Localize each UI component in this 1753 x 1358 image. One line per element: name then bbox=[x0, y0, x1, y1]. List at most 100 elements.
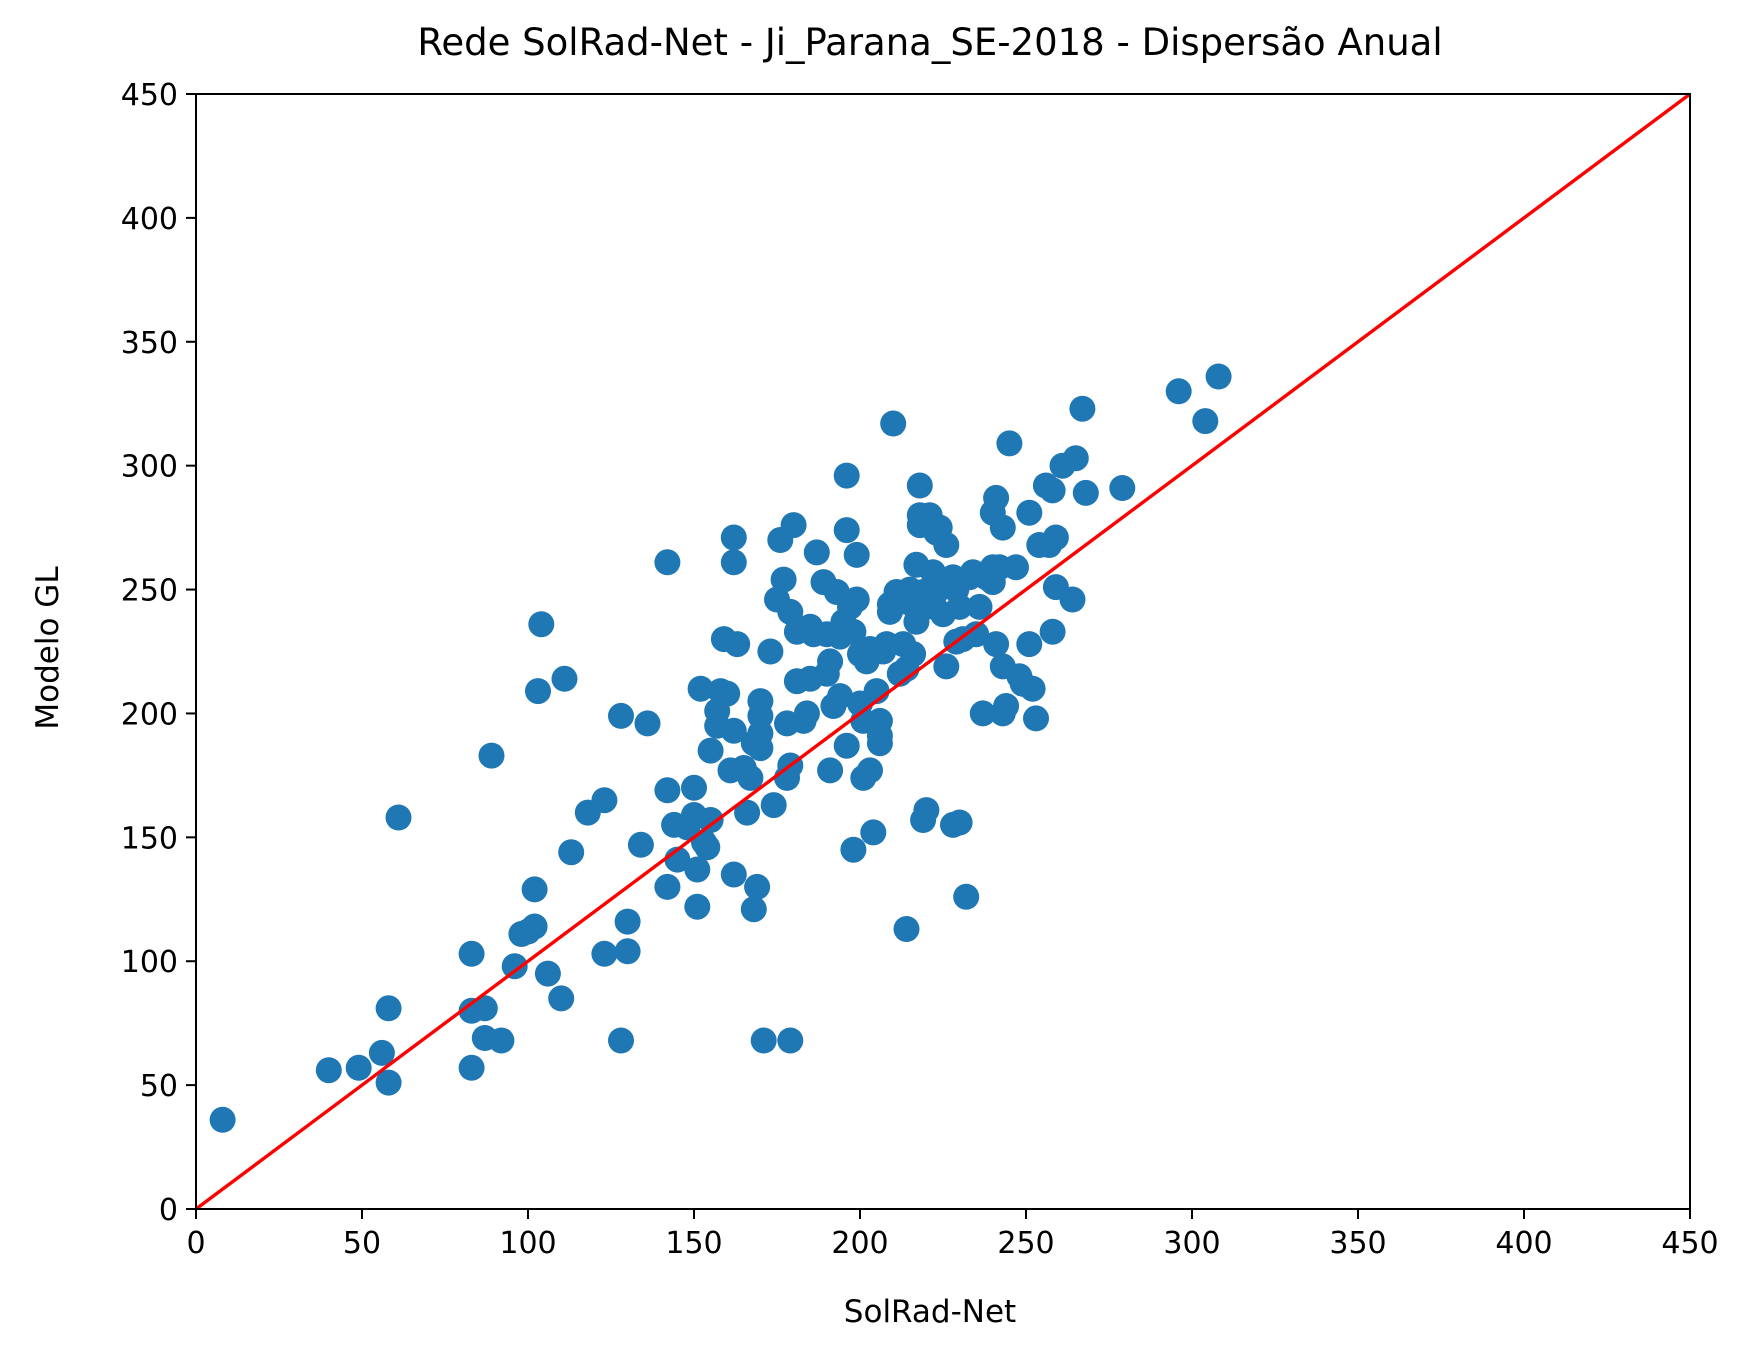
data-point bbox=[747, 735, 774, 762]
data-point bbox=[760, 792, 787, 819]
data-point bbox=[1059, 586, 1086, 613]
data-point bbox=[1192, 408, 1219, 435]
data-point bbox=[1019, 675, 1046, 702]
data-point bbox=[684, 856, 711, 883]
x-tick-label: 200 bbox=[831, 1226, 888, 1261]
data-point bbox=[478, 742, 505, 769]
data-point bbox=[684, 893, 711, 920]
data-point bbox=[933, 532, 960, 558]
data-point bbox=[720, 717, 747, 744]
data-point bbox=[694, 834, 721, 861]
data-point bbox=[614, 908, 641, 935]
data-point bbox=[840, 618, 867, 645]
data-point bbox=[777, 598, 804, 625]
data-point bbox=[385, 804, 412, 831]
y-tick-label: 0 bbox=[159, 1193, 178, 1228]
data-point bbox=[608, 702, 634, 729]
data-point bbox=[591, 940, 618, 967]
data-point bbox=[803, 539, 830, 566]
data-point bbox=[780, 512, 807, 539]
data-point bbox=[770, 566, 797, 593]
x-tick-label: 50 bbox=[343, 1226, 381, 1261]
data-point bbox=[634, 710, 661, 737]
data-point bbox=[893, 916, 920, 942]
data-point bbox=[681, 774, 707, 801]
data-point bbox=[714, 680, 741, 707]
x-tick-label: 250 bbox=[997, 1226, 1054, 1261]
data-point bbox=[528, 611, 555, 638]
data-point bbox=[375, 995, 402, 1022]
data-point bbox=[866, 722, 893, 749]
y-tick-label: 300 bbox=[121, 450, 178, 485]
data-point bbox=[627, 831, 654, 858]
data-point bbox=[521, 913, 548, 940]
data-point bbox=[833, 462, 860, 489]
data-point bbox=[1109, 475, 1136, 501]
data-point bbox=[375, 1069, 402, 1096]
data-point bbox=[608, 1027, 634, 1054]
data-point bbox=[315, 1057, 342, 1084]
x-tick-label: 450 bbox=[1661, 1226, 1718, 1261]
data-point bbox=[827, 683, 854, 710]
data-point bbox=[1039, 618, 1066, 645]
x-axis-title: SolRad-Net bbox=[844, 1294, 1016, 1330]
x-tick-label: 0 bbox=[186, 1226, 205, 1261]
data-point bbox=[614, 938, 641, 965]
data-point bbox=[900, 641, 927, 667]
data-point bbox=[734, 799, 761, 826]
data-point bbox=[458, 1054, 485, 1081]
y-tick-label: 100 bbox=[121, 945, 178, 980]
data-point bbox=[843, 541, 870, 568]
data-point bbox=[209, 1106, 236, 1133]
data-point bbox=[880, 410, 907, 437]
data-point bbox=[946, 593, 973, 620]
plot-frame bbox=[195, 93, 1691, 1210]
data-point bbox=[687, 675, 714, 702]
data-point bbox=[833, 732, 860, 759]
data-point bbox=[840, 836, 867, 863]
data-point bbox=[720, 549, 747, 576]
data-point bbox=[969, 700, 996, 727]
data-point bbox=[993, 693, 1020, 719]
data-point bbox=[860, 819, 887, 846]
data-point bbox=[654, 873, 681, 900]
data-point bbox=[558, 839, 585, 866]
data-point bbox=[744, 873, 771, 900]
data-point bbox=[720, 524, 747, 551]
data-point bbox=[720, 861, 747, 888]
y-tick-label: 250 bbox=[121, 574, 178, 609]
data-point bbox=[817, 648, 844, 675]
data-point bbox=[521, 876, 548, 903]
data-point bbox=[983, 631, 1010, 658]
data-point bbox=[534, 960, 561, 987]
data-point bbox=[551, 665, 578, 692]
data-point bbox=[1042, 524, 1069, 551]
x-tick-label: 400 bbox=[1495, 1226, 1552, 1261]
data-point bbox=[1039, 477, 1066, 504]
data-point bbox=[777, 1027, 804, 1054]
data-point bbox=[1165, 378, 1192, 405]
data-point bbox=[724, 631, 751, 658]
chart-title: Rede SolRad-Net - Ji_Parana_SE-2018 - Di… bbox=[417, 21, 1442, 64]
data-point bbox=[697, 737, 724, 764]
data-point bbox=[906, 472, 933, 499]
data-point bbox=[345, 1054, 372, 1081]
data-point bbox=[966, 593, 993, 620]
data-points bbox=[209, 363, 1232, 1133]
data-point bbox=[697, 807, 724, 833]
data-point bbox=[1062, 445, 1089, 472]
data-point bbox=[471, 995, 498, 1022]
y-axis: 0 50 100 150 200 250 300 350 400 450 bbox=[121, 78, 196, 1228]
data-point bbox=[833, 517, 860, 544]
data-point bbox=[793, 700, 820, 727]
data-point bbox=[548, 985, 575, 1012]
data-point bbox=[368, 1039, 395, 1066]
data-point bbox=[1016, 631, 1043, 658]
x-axis: 0 50 100 150 200 250 300 350 400 450 bbox=[186, 1209, 1719, 1261]
data-point bbox=[1016, 499, 1043, 526]
x-tick-label: 150 bbox=[665, 1226, 722, 1261]
y-tick-label: 450 bbox=[121, 78, 178, 113]
data-point bbox=[989, 514, 1016, 541]
data-point bbox=[953, 883, 980, 910]
